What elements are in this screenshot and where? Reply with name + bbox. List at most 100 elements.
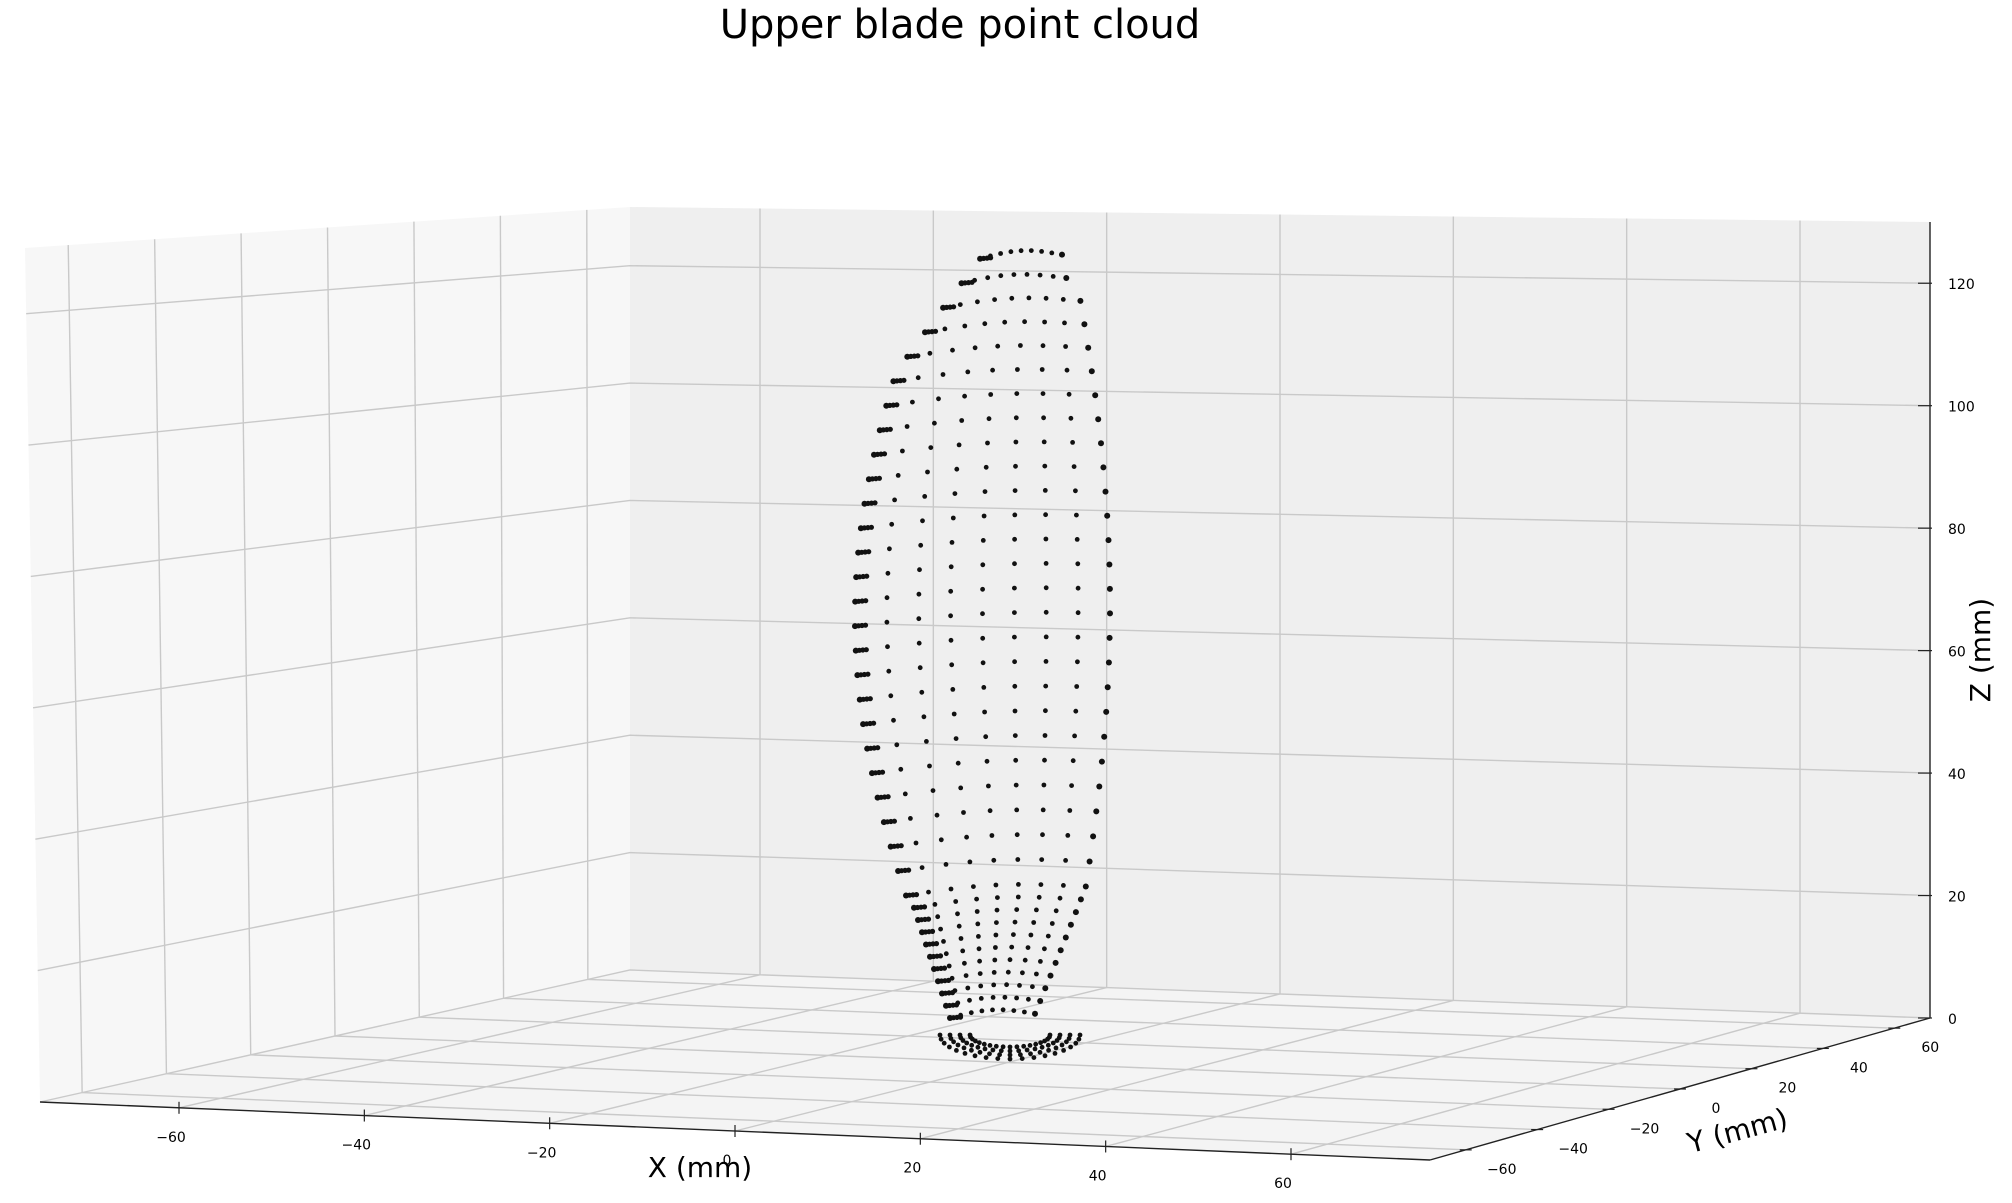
cloud-point (867, 696, 873, 702)
cloud-point (953, 899, 959, 904)
cloud-point (915, 375, 921, 381)
cloud-point (1043, 708, 1048, 714)
cloud-point (998, 251, 1003, 256)
cloud-point (961, 1045, 967, 1051)
cloud-point (979, 1008, 985, 1014)
cloud-point (863, 598, 869, 604)
cloud-point (876, 475, 883, 481)
cloud-point (950, 347, 955, 353)
cloud-point (1085, 344, 1092, 351)
z-grid-line (37, 851, 1931, 972)
cloud-point (1002, 319, 1008, 325)
cloud-point (941, 965, 948, 971)
cloud-point (960, 1038, 966, 1043)
y-tick-label: 0 (1712, 1101, 1721, 1117)
cloud-point (1028, 248, 1034, 254)
cloud-point (904, 424, 910, 429)
cloud-point (868, 524, 875, 530)
cloud-point (1007, 957, 1013, 963)
cloud-point (949, 662, 955, 668)
z-grid-line (35, 734, 1931, 840)
cloud-point (1063, 275, 1070, 281)
cloud-point (1057, 1032, 1063, 1038)
cloud-point (1016, 882, 1021, 887)
cloud-point (885, 570, 891, 576)
y-grid-line-left (499, 215, 505, 999)
cloud-point (1012, 659, 1017, 665)
cloud-point (1075, 561, 1081, 567)
cloud-point (951, 304, 957, 310)
cloud-point (942, 326, 948, 332)
cloud-point (1038, 882, 1044, 887)
cloud-point (993, 1043, 999, 1049)
cloud-point (885, 794, 891, 800)
cloud-point (955, 1042, 961, 1048)
cloud-point (1013, 415, 1019, 421)
cloud-point (1053, 1045, 1059, 1051)
cloud-point (953, 1002, 960, 1008)
cloud-point (994, 920, 999, 925)
cloud-point (987, 1043, 993, 1048)
cloud-point (986, 416, 992, 422)
cloud-point (977, 1049, 983, 1055)
cloud-point (951, 711, 957, 717)
cloud-point (990, 367, 995, 373)
cloud-point (995, 895, 1000, 900)
cloud-point (1022, 319, 1027, 325)
cloud-point (1081, 321, 1088, 328)
cloud-point (997, 1052, 1002, 1058)
cloud-point (916, 616, 922, 622)
cloud-point (977, 971, 983, 976)
cloud-point (1071, 464, 1077, 469)
cloud-point (980, 586, 985, 592)
cloud-point (1042, 757, 1047, 763)
cloud-point (921, 904, 928, 910)
cloud-point (1072, 733, 1077, 739)
cloud-point (1086, 858, 1093, 865)
cloud-point (1007, 1056, 1013, 1062)
cloud-point (949, 990, 956, 996)
cloud-point (1019, 1056, 1025, 1061)
cloud-point (898, 843, 904, 849)
cloud-point (885, 644, 890, 650)
y-grid-line (587, 978, 1895, 1029)
cloud-point (948, 613, 953, 619)
y-tick-label: 60 (1921, 1040, 1939, 1056)
z-tick-label: 100 (1948, 400, 1975, 416)
cloud-point (1012, 919, 1018, 925)
cloud-point (1096, 783, 1103, 790)
cloud-point (1062, 320, 1067, 326)
cloud-point (955, 911, 960, 917)
cloud-point (980, 635, 986, 641)
cloud-point (1100, 464, 1107, 471)
cloud-point (889, 521, 895, 527)
cloud-point (962, 393, 967, 399)
cloud-point (928, 445, 934, 450)
cloud-point (988, 392, 994, 397)
y-tick-label: 20 (1779, 1081, 1797, 1097)
cloud-point (1068, 415, 1074, 421)
cloud-point (1015, 894, 1021, 900)
cloud-point (924, 739, 929, 744)
cloud-point (977, 1040, 982, 1046)
cloud-point (967, 997, 972, 1003)
cloud-point (993, 882, 999, 888)
chart-title: Upper blade point cloud (719, 2, 1201, 48)
cloud-point (1068, 1044, 1073, 1050)
cloud-point (982, 321, 988, 327)
cloud-point (1013, 757, 1019, 763)
y-grid-line-left (153, 239, 168, 1074)
cloud-point (1049, 250, 1055, 256)
cloud-point (1043, 561, 1049, 566)
cloud-point (1013, 439, 1019, 445)
cloud-point (929, 928, 936, 935)
cloud-point (1018, 343, 1023, 348)
cloud-point (930, 788, 936, 793)
cloud-point (1032, 1046, 1038, 1052)
cloud-point (1007, 1048, 1013, 1054)
cloud-point (969, 1047, 974, 1053)
y-grid-line-left (67, 245, 83, 1093)
cloud-point (1014, 995, 1019, 1001)
z-grid-line (39, 969, 1931, 1103)
cloud-point (993, 945, 998, 950)
